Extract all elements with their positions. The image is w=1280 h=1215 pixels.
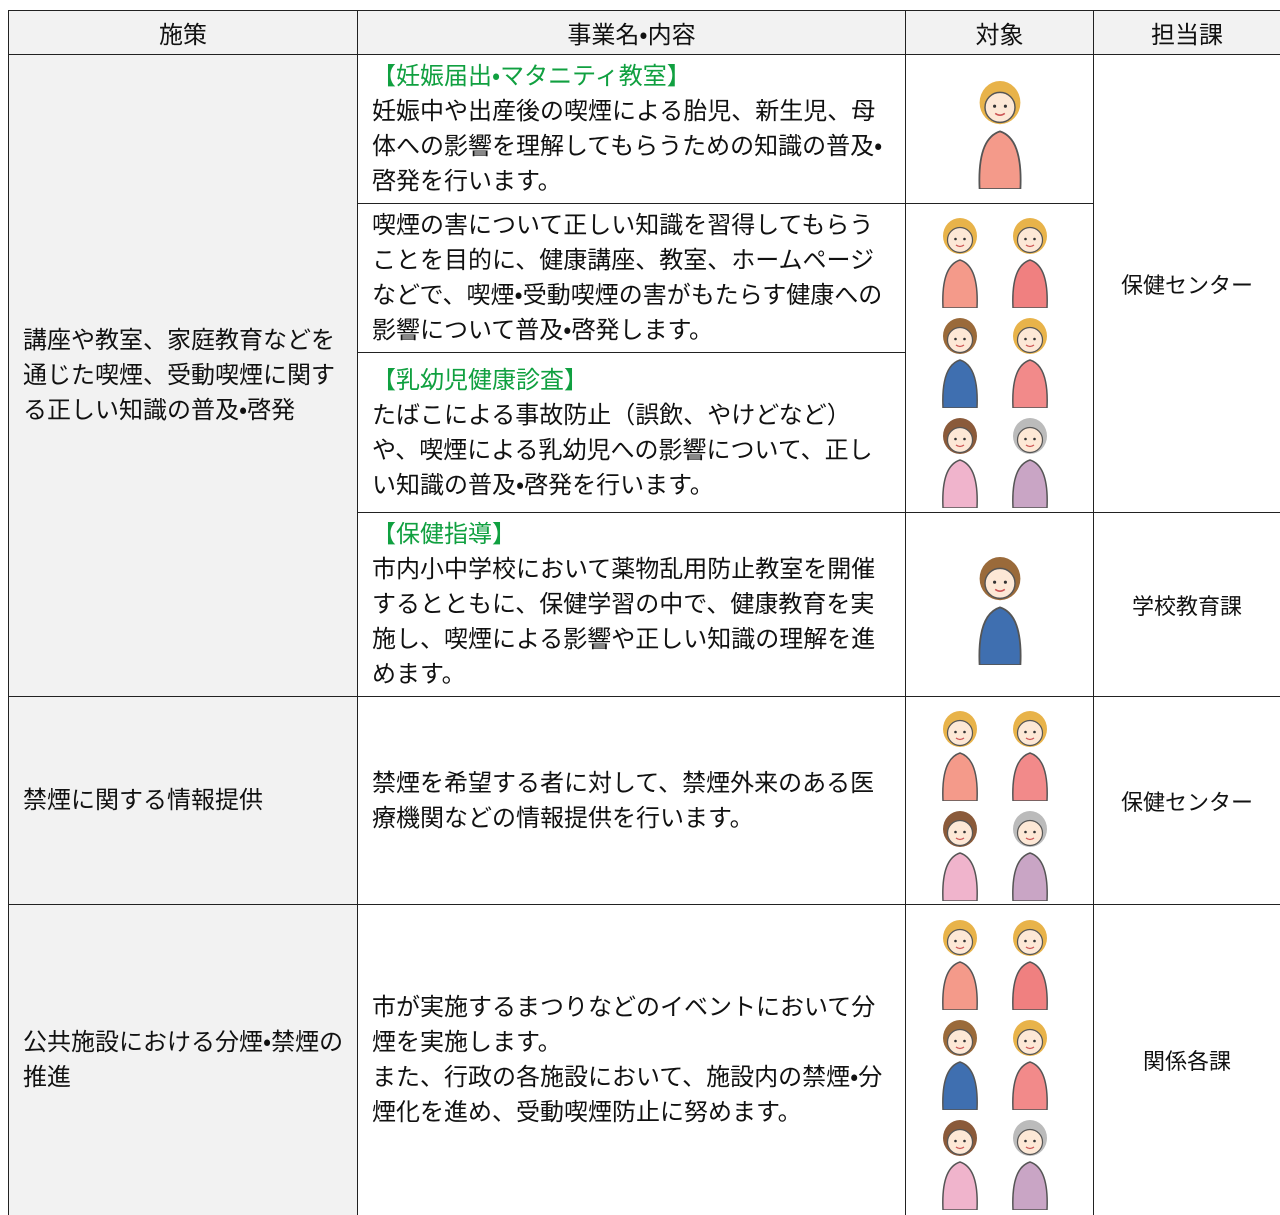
item-body: 市が実施するまつりなどのイベントにおいて分煙を実施します。 (372, 990, 891, 1060)
content: 市が実施するまつりなどのイベントにおいて分煙を実施します。また、行政の各施設にお… (358, 905, 906, 1215)
people-icons (930, 208, 1070, 508)
people-icons (930, 701, 1070, 901)
target-illustration (906, 204, 1094, 513)
item-body: 禁煙を希望する者に対して、禁煙外来のある医療機関などの情報提供を行います。 (372, 766, 891, 836)
department: 関係各課 (1094, 905, 1280, 1215)
measure: 講座や教室、家庭教育などを通じた喫煙、受動喫煙に関する正しい知識の普及・啓発 (9, 55, 358, 697)
measure: 禁煙に関する情報提供 (9, 697, 358, 905)
item-body: 市内小中学校において薬物乱用防止教室を開催するとともに、保健学習の中で、健康教育… (372, 552, 891, 692)
measure: 公共施設における分煙・禁煙の推進 (9, 905, 358, 1215)
person-icon (970, 69, 1030, 189)
row: 禁煙に関する情報提供 禁煙を希望する者に対して、禁煙外来のある医療機関などの情報… (9, 697, 1280, 905)
content: 【乳幼児健康診査】たばこによる事故防止（誤飲、やけどなど）や、喫煙による乳幼児へ… (358, 353, 906, 513)
policy-table: 施策 事業名・内容 対象 担当課 講座や教室、家庭教育などを通じた喫煙、受動喫煙… (8, 10, 1280, 1215)
header-cell: 対象 (906, 11, 1094, 55)
item-title: 【保健指導】 (372, 517, 891, 552)
target-illustration (906, 513, 1094, 697)
row: 講座や教室、家庭教育などを通じた喫煙、受動喫煙に関する正しい知識の普及・啓発 【… (9, 55, 1280, 204)
item-body: 喫煙の害について正しい知識を習得してもらうことを目的に、健康講座、教室、ホームペ… (372, 208, 891, 348)
department: 学校教育課 (1094, 513, 1280, 697)
header-row: 施策 事業名・内容 対象 担当課 (9, 11, 1280, 55)
item-body: また、行政の各施設において、施設内の禁煙・分煙化を進め、受動喫煙防止に努めます。 (372, 1060, 891, 1130)
item-body: 妊娠中や出産後の喫煙による胎児、新生児、母体への影響を理解してもらうための知識の… (372, 94, 891, 199)
content: 喫煙の害について正しい知識を習得してもらうことを目的に、健康講座、教室、ホームペ… (358, 204, 906, 353)
department: 保健センター (1094, 55, 1280, 513)
row: 公共施設における分煙・禁煙の推進 市が実施するまつりなどのイベントにおいて分煙を… (9, 905, 1280, 1215)
header-cell: 施策 (9, 11, 358, 55)
target-illustration (906, 697, 1094, 905)
content: 【妊娠届出・マタニティ教室】妊娠中や出産後の喫煙による胎児、新生児、母体への影響… (358, 55, 906, 204)
content: 【保健指導】市内小中学校において薬物乱用防止教室を開催するとともに、保健学習の中… (358, 513, 906, 697)
target-illustration (906, 905, 1094, 1215)
person-icon (970, 545, 1030, 665)
department: 保健センター (1094, 697, 1280, 905)
people-icons (930, 910, 1070, 1210)
target-illustration (906, 55, 1094, 204)
content: 禁煙を希望する者に対して、禁煙外来のある医療機関などの情報提供を行います。 (358, 697, 906, 905)
item-body: たばこによる事故防止（誤飲、やけどなど）や、喫煙による乳幼児への影響について、正… (372, 398, 891, 503)
header-cell: 事業名・内容 (358, 11, 906, 55)
item-title: 【乳幼児健康診査】 (372, 363, 891, 398)
item-title: 【妊娠届出・マタニティ教室】 (372, 59, 891, 94)
header-cell: 担当課 (1094, 11, 1280, 55)
